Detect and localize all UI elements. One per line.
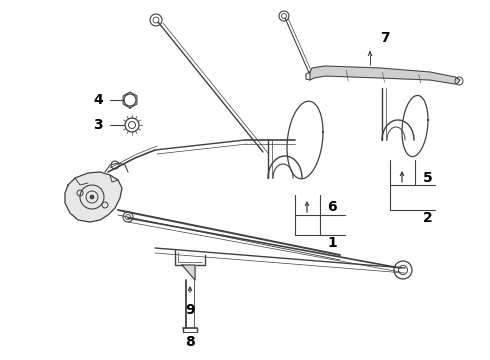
Text: 8: 8 — [185, 335, 195, 349]
Text: 2: 2 — [423, 211, 433, 225]
Text: 7: 7 — [380, 31, 390, 45]
Text: 4: 4 — [93, 93, 103, 107]
Polygon shape — [182, 265, 195, 280]
Circle shape — [90, 195, 94, 199]
Text: 1: 1 — [327, 236, 337, 250]
Text: 5: 5 — [423, 171, 433, 185]
Text: 3: 3 — [93, 118, 103, 132]
Text: 6: 6 — [327, 200, 337, 214]
Text: 9: 9 — [185, 303, 195, 317]
Polygon shape — [65, 172, 122, 222]
Polygon shape — [310, 66, 460, 84]
